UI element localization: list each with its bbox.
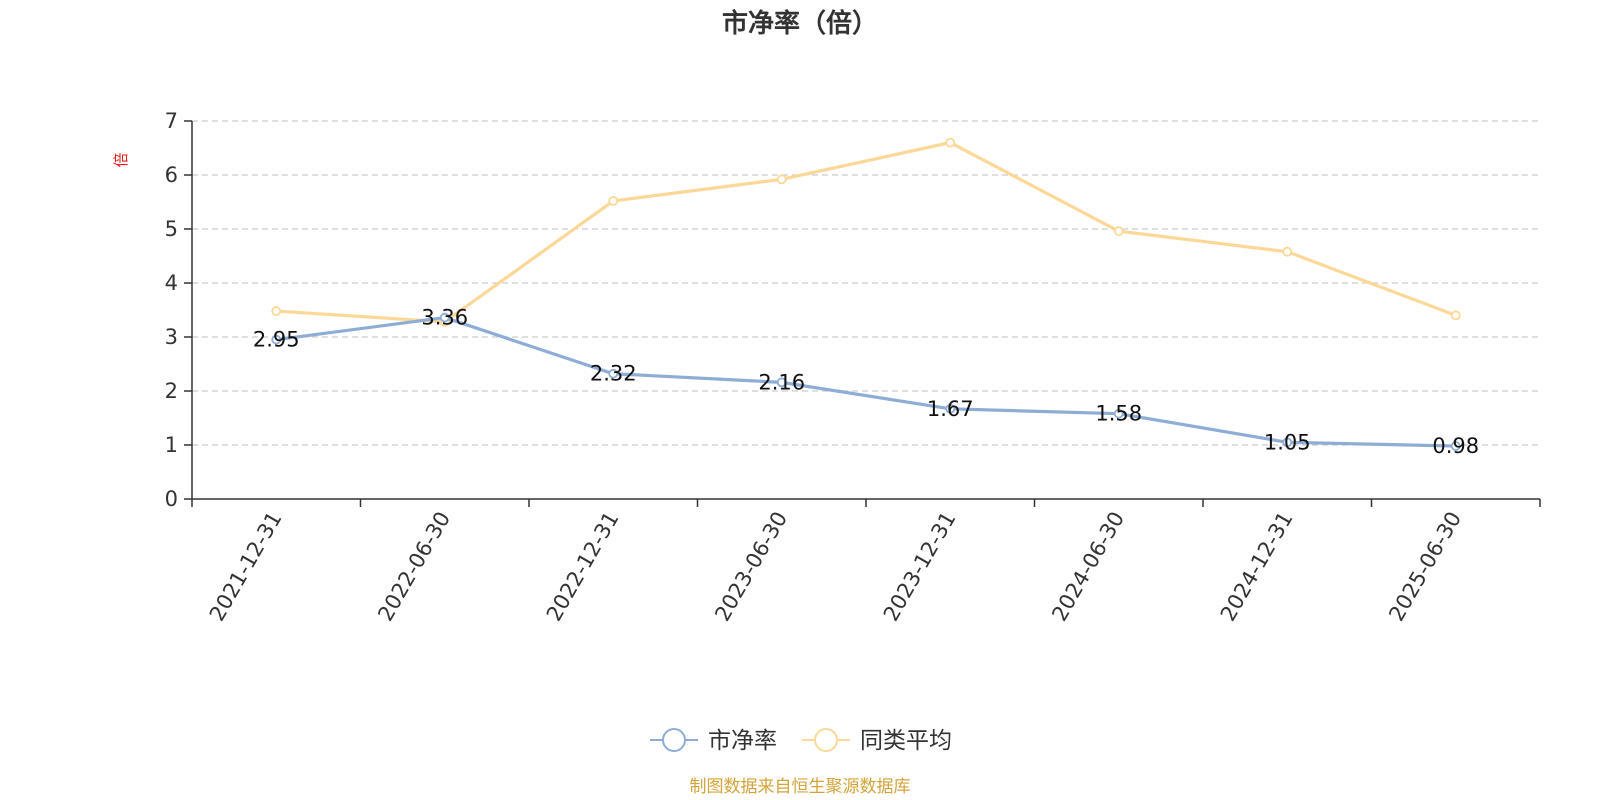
x-axis-ticks: 2021-12-31 2022-06-30 2022-12-31 2023-06-30… [191,499,1541,626]
y-tick-label-3: 3 [165,325,178,349]
x-tick-label-2025-06-30: 2025-06-30 [1384,508,1466,626]
data-label-4: 1.67 [927,397,974,421]
legend-avg-marker [814,728,838,752]
series-0-point-1 [439,312,450,323]
series-0-point-2 [608,368,619,379]
legend[interactable]: 市净率 同类平均 [650,728,952,754]
y-tick-label-7: 7 [165,109,178,133]
legend-avg-label: 同类平均 [860,728,952,754]
legend-pb-marker [662,728,686,752]
y-tick-label-4: 4 [165,271,178,295]
series-group [271,137,1461,451]
series-0-point-0 [271,334,282,345]
x-tick-label-2024-12-31: 2024-12-31 [1216,508,1298,626]
x-tick-label-2024-06-30: 2024-06-30 [1047,508,1129,626]
y-tick-label-1: 1 [165,433,178,457]
y-tick-label-6: 6 [165,163,178,187]
series-1-point-2 [608,196,619,206]
series-1-point-6 [1282,246,1293,257]
y-axis-ticks: 0 1 2 3 4 5 6 7 [165,109,192,511]
x-tick-label-2023-06-30: 2023-06-30 [710,508,792,626]
source-note: 制图数据来自恒生聚源数据库 [690,777,911,797]
series-line-1 [276,141,1457,324]
data-labels: 2.95 3.36 2.32 2.16 1.67 1.58 1.05 0.98 [253,306,1479,459]
legend-item-pb[interactable]: 市净率 [650,728,777,754]
legend-item-peer-average[interactable]: 同类平均 [802,728,952,754]
series-1-point-7 [1450,310,1461,321]
y-tick-label-0: 0 [165,487,178,511]
series-0-point-6 [1282,437,1293,448]
series-line-0 [276,315,1456,448]
data-label-6: 1.05 [1264,430,1311,454]
y-axis-unit-label: 倍 [112,152,130,167]
x-tick-label-2022-12-31: 2022-12-31 [542,508,624,626]
data-label-3: 2.16 [758,370,805,394]
data-label-5: 1.58 [1095,402,1142,426]
y-tick-label-5: 5 [165,217,178,241]
chart-title: 市净率（倍） [722,8,878,39]
series-1-point-0 [271,306,282,316]
y-tick-label-2: 2 [165,379,178,403]
x-tick-label-2022-06-30: 2022-06-30 [373,508,455,626]
data-label-1: 3.36 [421,306,468,330]
legend-pb-label: 市净率 [708,728,777,754]
grid-lines [192,120,1540,446]
series-0-point-7 [1450,441,1461,451]
series-1-point-5 [1113,226,1124,237]
series-0-point-3 [776,377,787,388]
series-1-point-3 [776,174,787,185]
x-tick-label-2023-12-31: 2023-12-31 [879,508,961,626]
series-1-point-4 [945,137,956,148]
series-0-point-4 [945,403,956,414]
data-label-7: 0.98 [1432,434,1479,458]
data-label-0: 2.95 [253,328,300,352]
series-0-point-5 [1113,408,1124,419]
x-tick-label-2021-12-31: 2021-12-31 [205,508,287,626]
data-label-2: 2.32 [590,362,637,386]
